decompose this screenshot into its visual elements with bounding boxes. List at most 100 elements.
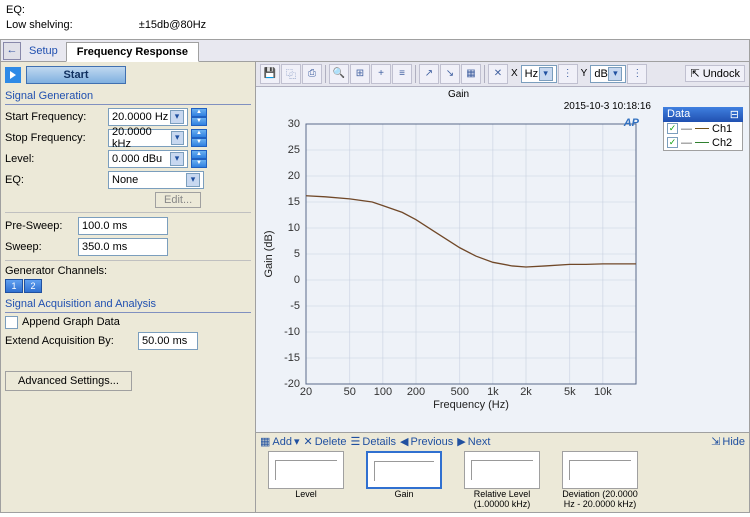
svg-text:-10: -10 bbox=[284, 326, 300, 338]
start-freq-combo[interactable]: 20.0000 Hz▾ bbox=[108, 108, 188, 126]
chart-title: Gain bbox=[258, 89, 659, 100]
append-graph-checkbox[interactable] bbox=[5, 316, 18, 329]
cursor-icon[interactable]: + bbox=[371, 64, 391, 84]
svg-text:2k: 2k bbox=[520, 386, 532, 398]
svg-text:25: 25 bbox=[288, 144, 300, 156]
header-eq-label: EQ: bbox=[6, 3, 744, 18]
legend-checkbox[interactable]: ✓ bbox=[667, 137, 678, 148]
generator-channels-label: Generator Channels: bbox=[5, 265, 251, 277]
x-axis-label: X bbox=[511, 68, 518, 79]
chart-logo: AP bbox=[624, 117, 639, 129]
svg-text:10k: 10k bbox=[594, 386, 612, 398]
sidebar: Start Signal Generation Start Frequency:… bbox=[1, 62, 256, 512]
eq-combo[interactable]: None▾ bbox=[108, 171, 204, 189]
header-low-shelving-label: Low shelving: bbox=[6, 19, 73, 31]
import-icon[interactable]: ↘ bbox=[440, 64, 460, 84]
eq-label: EQ: bbox=[5, 174, 105, 186]
print-icon[interactable]: ⎙ bbox=[302, 64, 322, 84]
stop-freq-label: Stop Frequency: bbox=[5, 132, 105, 144]
play-icon[interactable] bbox=[5, 67, 21, 83]
chart-toolbar: 💾 ⿻ ⎙ 🔍 ⊞ + ≡ ↗ ↘ ▦ ✕ X Hz▾ ⋮ Y dB▾ ⋮ bbox=[256, 62, 749, 87]
svg-text:-5: -5 bbox=[290, 300, 300, 312]
svg-text:-15: -15 bbox=[284, 352, 300, 364]
thumb-next-button[interactable]: ▶ Next bbox=[457, 435, 490, 448]
stop-freq-combo[interactable]: 20.0000 kHz▾ bbox=[108, 129, 188, 147]
y-unit-combo[interactable]: dB▾ bbox=[590, 65, 626, 83]
y-axis-label: Y bbox=[581, 68, 588, 79]
level-spinner[interactable]: ▲▼ bbox=[191, 150, 207, 168]
legend-item[interactable]: ✓—Ch2 bbox=[664, 136, 742, 150]
svg-text:100: 100 bbox=[374, 386, 392, 398]
tab-frequency-response[interactable]: Frequency Response bbox=[66, 42, 199, 62]
x-unit-combo[interactable]: Hz▾ bbox=[521, 65, 557, 83]
x-tool-icon[interactable]: ⋮ bbox=[558, 64, 578, 84]
pre-sweep-label: Pre-Sweep: bbox=[5, 220, 75, 232]
export-icon[interactable]: ↗ bbox=[419, 64, 439, 84]
autoscale-icon[interactable]: ≡ bbox=[392, 64, 412, 84]
sweep-input[interactable] bbox=[78, 238, 168, 256]
svg-text:1k: 1k bbox=[487, 386, 499, 398]
svg-text:20: 20 bbox=[288, 170, 300, 182]
signal-generation-header: Signal Generation bbox=[5, 88, 251, 105]
tab-setup[interactable]: Setup bbox=[21, 42, 66, 60]
sweep-label: Sweep: bbox=[5, 241, 75, 253]
svg-text:10: 10 bbox=[288, 222, 300, 234]
extend-acq-input[interactable] bbox=[138, 332, 198, 350]
chevron-down-icon[interactable]: ▾ bbox=[171, 131, 184, 145]
chevron-down-icon[interactable]: ▾ bbox=[170, 152, 184, 166]
generator-channel-2[interactable]: 2 bbox=[24, 279, 42, 293]
thumbnail[interactable]: Level bbox=[268, 451, 344, 510]
svg-text:Frequency (Hz): Frequency (Hz) bbox=[433, 399, 509, 411]
svg-text:30: 30 bbox=[288, 118, 300, 130]
advanced-settings-button[interactable]: Advanced Settings... bbox=[5, 371, 132, 391]
undock-button[interactable]: ⇱Undock bbox=[685, 65, 745, 82]
append-graph-label: Append Graph Data bbox=[22, 316, 120, 328]
thumbnail[interactable]: Deviation (20.0000 Hz - 20.0000 kHz) bbox=[562, 451, 638, 510]
thumb-previous-button[interactable]: ◀ Previous bbox=[400, 435, 453, 448]
legend-item[interactable]: ✓—Ch1 bbox=[664, 122, 742, 136]
edit-button[interactable]: Edit... bbox=[155, 192, 201, 208]
back-button[interactable]: ← bbox=[3, 42, 21, 60]
thumb-details-button[interactable]: ☰ Details bbox=[351, 435, 397, 448]
thumb-hide-button[interactable]: ⇲ Hide bbox=[711, 435, 745, 448]
signal-acquisition-header: Signal Acquisition and Analysis bbox=[5, 296, 251, 313]
start-freq-spinner[interactable]: ▲▼ bbox=[191, 108, 207, 126]
svg-text:0: 0 bbox=[294, 274, 300, 286]
svg-text:500: 500 bbox=[451, 386, 469, 398]
pre-sweep-input[interactable] bbox=[78, 217, 168, 235]
header-low-shelving-value: ±15db@80Hz bbox=[139, 19, 206, 31]
chart-timestamp: 2015-10-3 10:18:16 bbox=[564, 101, 651, 112]
gain-chart: -20-15-10-505101520253020501002005001k2k… bbox=[258, 100, 656, 412]
chevron-down-icon[interactable]: ▾ bbox=[170, 110, 184, 124]
tool-icon[interactable]: ▦ bbox=[461, 64, 481, 84]
svg-text:50: 50 bbox=[344, 386, 356, 398]
thumb-add-button[interactable]: ▦ Add ▾ bbox=[260, 435, 300, 448]
stop-freq-spinner[interactable]: ▲▼ bbox=[191, 129, 207, 147]
legend: Data ⊟ ✓—Ch1✓—Ch2 bbox=[663, 107, 743, 430]
level-combo[interactable]: 0.000 dBu▾ bbox=[108, 150, 188, 168]
chevron-down-icon[interactable]: ▾ bbox=[186, 173, 200, 187]
thumbnail[interactable]: Relative Level (1.00000 kHz) bbox=[464, 451, 540, 510]
svg-text:Gain (dB): Gain (dB) bbox=[263, 230, 275, 277]
start-button[interactable]: Start bbox=[26, 66, 126, 84]
generator-channel-1[interactable]: 1 bbox=[5, 279, 23, 293]
zoom-icon[interactable]: 🔍 bbox=[329, 64, 349, 84]
svg-text:200: 200 bbox=[407, 386, 425, 398]
legend-pin-icon[interactable]: ⊟ bbox=[730, 108, 739, 121]
thumb-delete-button[interactable]: ✕ Delete bbox=[304, 435, 347, 448]
level-label: Level: bbox=[5, 153, 105, 165]
legend-title: Data bbox=[667, 108, 690, 121]
start-freq-label: Start Frequency: bbox=[5, 111, 105, 123]
copy-icon[interactable]: ⿻ bbox=[281, 64, 301, 84]
extend-acq-label: Extend Acquisition By: bbox=[5, 335, 135, 347]
delete-icon[interactable]: ✕ bbox=[488, 64, 508, 84]
thumbnail[interactable]: Gain bbox=[366, 451, 442, 510]
save-icon[interactable]: 💾 bbox=[260, 64, 280, 84]
svg-text:5: 5 bbox=[294, 248, 300, 260]
fit-icon[interactable]: ⊞ bbox=[350, 64, 370, 84]
svg-text:5k: 5k bbox=[564, 386, 576, 398]
legend-checkbox[interactable]: ✓ bbox=[667, 123, 678, 134]
svg-text:-20: -20 bbox=[284, 378, 300, 390]
y-tool-icon[interactable]: ⋮ bbox=[627, 64, 647, 84]
svg-text:20: 20 bbox=[300, 386, 312, 398]
